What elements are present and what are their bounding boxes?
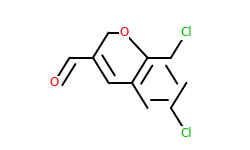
Text: Cl: Cl xyxy=(181,26,192,39)
Text: Cl: Cl xyxy=(181,126,192,140)
Text: O: O xyxy=(120,26,129,39)
Text: O: O xyxy=(49,76,58,89)
